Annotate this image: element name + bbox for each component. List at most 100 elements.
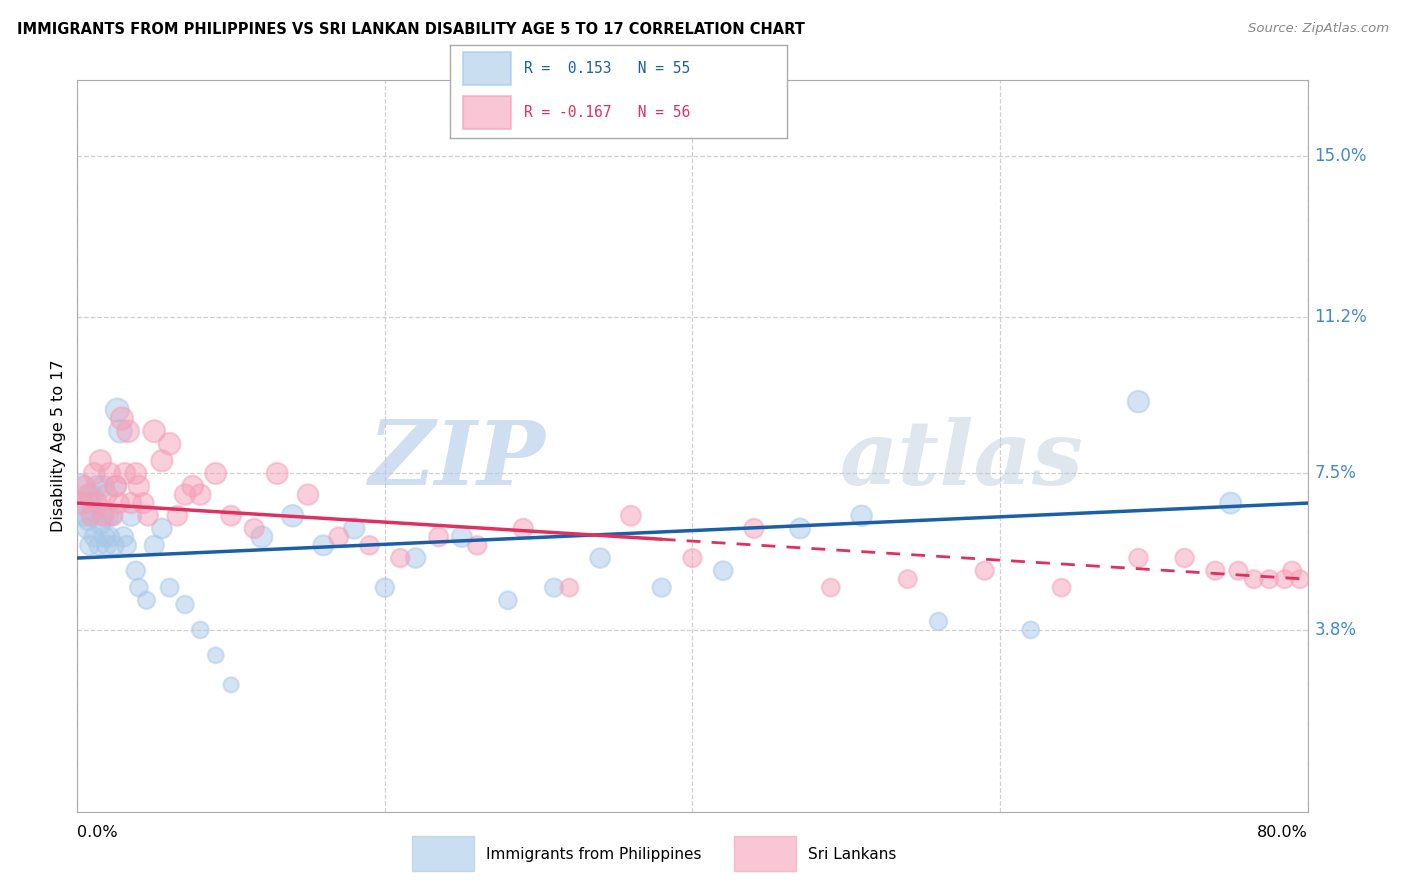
Point — [150, 521, 173, 535]
Point — [219, 508, 242, 523]
Point — [76, 521, 98, 535]
Point — [250, 530, 273, 544]
Point — [80, 508, 103, 523]
Point — [86, 496, 108, 510]
Point — [96, 488, 118, 502]
Point — [100, 508, 122, 523]
Point — [112, 530, 135, 544]
Point — [1243, 572, 1265, 586]
Point — [651, 581, 673, 595]
Point — [512, 521, 534, 535]
Point — [204, 648, 226, 663]
Point — [82, 504, 104, 518]
Point — [1227, 564, 1250, 578]
Point — [93, 508, 115, 523]
Point — [73, 508, 96, 523]
Point — [135, 593, 157, 607]
Point — [96, 538, 118, 552]
Point — [97, 508, 120, 523]
Point — [359, 538, 381, 552]
Point — [103, 538, 125, 552]
Text: Immigrants from Philippines: Immigrants from Philippines — [486, 847, 702, 862]
Point — [589, 551, 612, 566]
Point — [343, 521, 366, 535]
Point — [450, 530, 472, 544]
Point — [711, 564, 734, 578]
Point — [72, 496, 94, 510]
Point — [69, 479, 91, 493]
Point — [374, 581, 396, 595]
Bar — [412, 836, 474, 871]
Point — [297, 488, 319, 502]
Point — [79, 538, 101, 552]
Point — [125, 564, 148, 578]
Point — [1050, 581, 1073, 595]
Point — [1219, 496, 1241, 510]
Point — [73, 479, 96, 493]
Point — [851, 508, 873, 523]
Point — [1128, 551, 1150, 566]
Point — [93, 479, 115, 493]
Point — [427, 530, 450, 544]
Bar — [464, 96, 510, 129]
Bar — [464, 52, 510, 85]
Point — [174, 488, 197, 502]
Point — [266, 467, 288, 481]
Point — [1019, 623, 1042, 637]
Point — [143, 538, 166, 552]
Point — [219, 678, 242, 692]
Text: Sri Lankans: Sri Lankans — [808, 847, 897, 862]
Point — [820, 581, 842, 595]
Point — [108, 496, 131, 510]
Text: ZIP: ZIP — [368, 417, 546, 504]
Point — [188, 488, 212, 502]
Point — [77, 513, 100, 527]
Point — [1281, 564, 1303, 578]
Point — [243, 521, 266, 535]
Point — [83, 530, 105, 544]
Point — [128, 479, 150, 493]
Point — [86, 479, 108, 493]
Point — [150, 454, 173, 468]
Bar — [734, 836, 796, 871]
Point — [90, 508, 114, 523]
Text: atlas: atlas — [841, 417, 1084, 504]
Text: R =  0.153   N = 55: R = 0.153 N = 55 — [524, 61, 690, 76]
Point — [94, 530, 117, 544]
Point — [120, 496, 142, 510]
Text: 11.2%: 11.2% — [1315, 308, 1368, 326]
Point — [389, 551, 412, 566]
Point — [87, 538, 110, 552]
Point — [110, 424, 132, 438]
Point — [973, 564, 995, 578]
Point — [98, 467, 121, 481]
Point — [104, 479, 127, 493]
Point — [80, 488, 103, 502]
Point — [132, 496, 155, 510]
Point — [328, 530, 350, 544]
Point — [897, 572, 920, 586]
Point — [101, 508, 124, 523]
Point — [789, 521, 811, 535]
Point — [742, 521, 765, 535]
Point — [70, 496, 93, 510]
Text: IMMIGRANTS FROM PHILIPPINES VS SRI LANKAN DISABILITY AGE 5 TO 17 CORRELATION CHA: IMMIGRANTS FROM PHILIPPINES VS SRI LANKA… — [17, 22, 804, 37]
Text: 15.0%: 15.0% — [1315, 147, 1367, 165]
Point — [188, 623, 212, 637]
Point — [312, 538, 335, 552]
Text: 80.0%: 80.0% — [1257, 825, 1308, 840]
Point — [682, 551, 704, 566]
Point — [89, 517, 111, 532]
Point — [159, 437, 181, 451]
Point — [117, 424, 139, 438]
Point — [281, 508, 304, 523]
Point — [620, 508, 643, 523]
Point — [465, 538, 488, 552]
Point — [114, 467, 136, 481]
Point — [136, 508, 159, 523]
Point — [558, 581, 581, 595]
Text: 3.8%: 3.8% — [1315, 621, 1357, 639]
Point — [181, 479, 204, 493]
Point — [111, 411, 134, 425]
Point — [1174, 551, 1197, 566]
